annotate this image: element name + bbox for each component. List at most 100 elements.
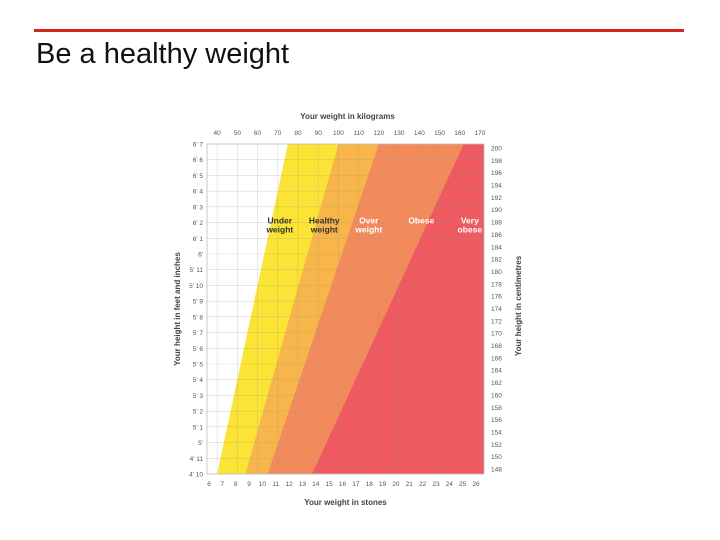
x-tick-label-stones: 7 [221, 481, 225, 488]
y-tick-label-cm: 150 [491, 454, 502, 461]
y-axis-title-cm: Your height in centimetres [514, 255, 523, 356]
x-tick-label-kg: 80 [294, 130, 302, 137]
x-tick-label-stones: 14 [312, 481, 320, 488]
y-tick-label-cm: 190 [491, 207, 502, 214]
x-tick-label-kg: 140 [414, 130, 425, 137]
y-tick-label-cm: 148 [491, 467, 502, 474]
y-tick-label-cm: 176 [491, 294, 502, 301]
y-tick-label-cm: 152 [491, 442, 502, 449]
band-label: weight [310, 224, 338, 234]
x-tick-label-kg: 160 [454, 130, 465, 137]
y-tick-label-cm: 180 [491, 269, 502, 276]
y-tick-label-feet: 6' 6 [193, 157, 204, 164]
y-tick-label-feet: 6' 2 [193, 220, 204, 227]
y-tick-label-feet: 5' 8 [193, 314, 204, 321]
band-label: obese [458, 224, 483, 234]
x-tick-label-stones: 19 [379, 481, 387, 488]
x-tick-label-kg: 60 [254, 130, 262, 137]
y-tick-label-feet: 5' 10 [189, 283, 203, 290]
x-tick-label-stones: 13 [299, 481, 307, 488]
y-tick-label-cm: 160 [491, 392, 502, 399]
x-tick-label-stones: 20 [392, 481, 400, 488]
y-tick-label-feet: 5' 9 [193, 299, 204, 306]
x-tick-label-stones: 17 [352, 481, 360, 488]
x-tick-label-stones: 12 [285, 481, 293, 488]
y-tick-label-feet: 5' 7 [193, 330, 204, 337]
x-axis-title-stones: Your weight in stones [304, 498, 387, 507]
x-tick-label-kg: 70 [274, 130, 282, 137]
x-tick-label-stones: 15 [326, 481, 334, 488]
y-tick-label-cm: 184 [491, 244, 502, 251]
band-label: Over [359, 215, 379, 225]
x-tick-label-stones: 22 [419, 481, 427, 488]
y-tick-label-feet: 6' 5 [193, 173, 204, 180]
x-tick-label-kg: 40 [213, 130, 221, 137]
x-tick-label-kg: 150 [434, 130, 445, 137]
y-tick-label-feet: 4' 10 [189, 472, 203, 479]
x-tick-label-kg: 90 [315, 130, 323, 137]
band-label: Obese [408, 215, 434, 225]
band-label: weight [265, 224, 293, 234]
y-tick-label-cm: 172 [491, 318, 502, 325]
y-tick-label-feet: 5' 3 [193, 393, 204, 400]
band-label: Healthy [309, 215, 340, 225]
y-tick-label-feet: 5' 5 [193, 362, 204, 369]
slide-title: Be a healthy weight [36, 38, 290, 70]
band-label: weight [354, 224, 382, 234]
x-tick-label-stones: 23 [432, 481, 440, 488]
y-tick-label-cm: 188 [491, 220, 502, 227]
y-tick-label-cm: 156 [491, 417, 502, 424]
y-tick-label-cm: 166 [491, 355, 502, 362]
band-label: Very [461, 215, 479, 225]
x-tick-label-kg: 170 [475, 130, 486, 137]
y-tick-label-feet: 5' 11 [190, 267, 204, 274]
y-tick-label-cm: 164 [491, 368, 502, 375]
x-axis-title-kg: Your weight in kilograms [300, 112, 395, 121]
y-tick-label-feet: 6' 4 [193, 189, 204, 196]
y-tick-label-feet: 5' 4 [193, 377, 204, 384]
y-tick-label-feet: 4' 11 [190, 456, 204, 463]
x-tick-label-kg: 50 [234, 130, 242, 137]
x-tick-label-kg: 120 [373, 130, 384, 137]
y-tick-label-cm: 154 [491, 429, 502, 436]
y-tick-label-cm: 200 [491, 146, 502, 153]
y-tick-label-feet: 5' 1 [193, 424, 204, 431]
x-tick-label-stones: 9 [247, 481, 251, 488]
y-tick-label-cm: 170 [491, 331, 502, 338]
y-tick-label-feet: 5' 2 [193, 409, 204, 416]
y-tick-label-feet: 6' 1 [193, 236, 204, 243]
y-tick-label-feet: 6' [198, 252, 203, 259]
y-tick-label-cm: 162 [491, 380, 502, 387]
y-tick-label-cm: 178 [491, 281, 502, 288]
plot-frame [206, 143, 485, 475]
band-under-weight [207, 144, 288, 474]
x-tick-label-kg: 100 [333, 130, 344, 137]
y-tick-label-cm: 158 [491, 405, 502, 412]
y-axis-title-feet: Your height in feet and inches [173, 252, 182, 366]
y-tick-label-cm: 186 [491, 232, 502, 239]
x-tick-label-stones: 11 [272, 481, 279, 488]
y-tick-label-cm: 182 [491, 257, 502, 264]
y-tick-label-cm: 174 [491, 306, 502, 313]
y-tick-label-feet: 6' 3 [193, 204, 204, 211]
y-tick-label-feet: 5' 6 [193, 346, 204, 353]
x-tick-label-stones: 18 [366, 481, 374, 488]
title-underline [34, 29, 684, 32]
y-tick-label-cm: 198 [491, 158, 502, 165]
x-tick-label-stones: 16 [339, 481, 347, 488]
x-tick-label-stones: 26 [472, 481, 480, 488]
x-tick-label-stones: 24 [446, 481, 454, 488]
x-tick-label-stones: 8 [234, 481, 238, 488]
x-tick-label-stones: 10 [259, 481, 267, 488]
x-tick-label-stones: 6 [207, 481, 211, 488]
y-tick-label-cm: 194 [491, 183, 502, 190]
x-tick-label-stones: 21 [406, 481, 414, 488]
y-tick-label-cm: 192 [491, 195, 502, 202]
x-tick-label-kg: 110 [353, 130, 364, 137]
x-tick-label-kg: 130 [394, 130, 405, 137]
y-tick-label-feet: 6' 7 [193, 142, 204, 149]
y-tick-label-cm: 196 [491, 170, 502, 177]
x-tick-label-stones: 25 [459, 481, 467, 488]
y-tick-label-feet: 5' [198, 440, 203, 447]
